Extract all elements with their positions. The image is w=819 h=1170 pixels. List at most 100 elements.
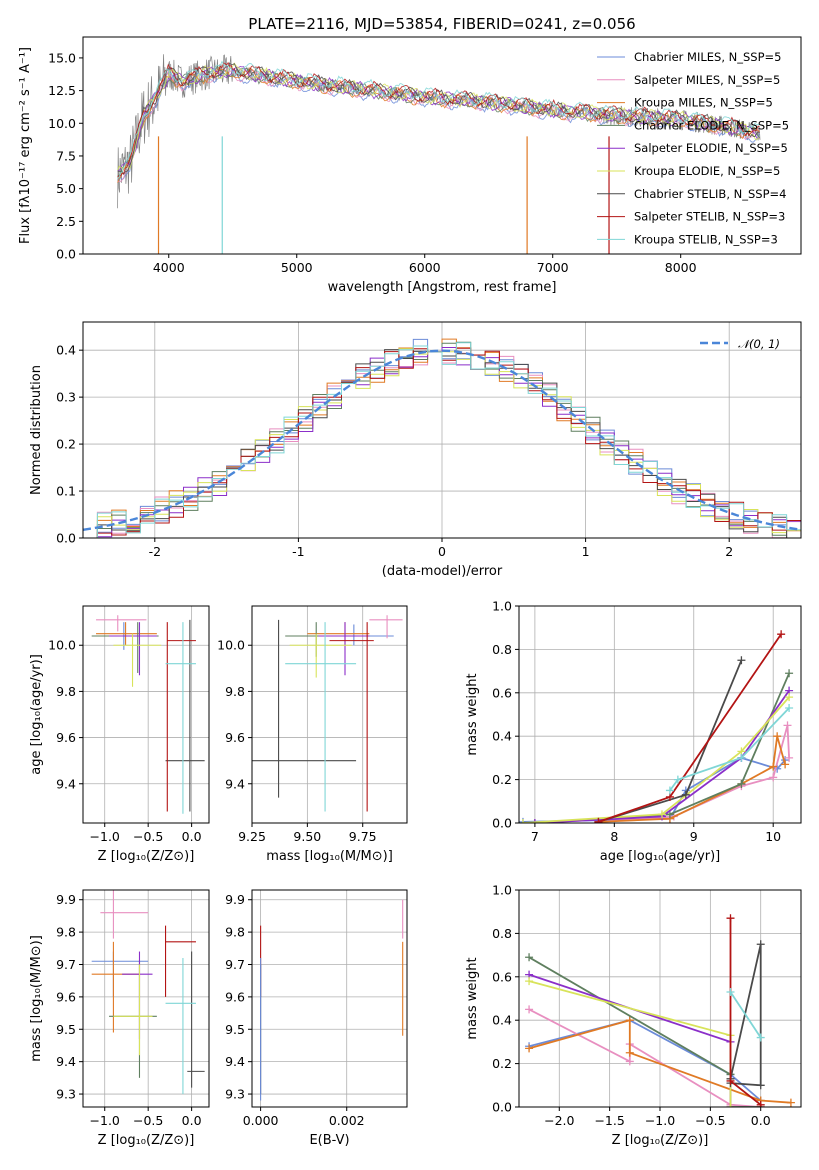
x-axis-label: age [log₁₀(age/yr)] (600, 849, 721, 864)
y-tick-label: 9.8 (225, 925, 245, 940)
y-tick-label: 9.8 (225, 684, 245, 699)
gridlines (519, 605, 801, 824)
mass-weight-marker (726, 1076, 735, 1085)
panel-age-vs-Z: −1.0 −0.5 0.0 9.4 9.6 9.8 10.0 Z [log₁₀(Z/Z⊙)] a… (29, 605, 210, 864)
x-tick-label: −0.5 (133, 1113, 163, 1128)
axes-frame (251, 889, 408, 1108)
gridlines (519, 889, 801, 1108)
y-tick-label: 9.9 (56, 892, 76, 907)
errorbar-point (165, 619, 205, 812)
errorbar-point (318, 624, 394, 646)
y-tick-label: 9.6 (56, 989, 76, 1004)
x-axis-label: Z [log₁₀(Z/Z⊙)] (612, 1133, 709, 1148)
y-tick-label: 9.8 (56, 684, 76, 699)
x-tick-label: 10 (765, 829, 781, 844)
y-tick-label: 9.3 (56, 1087, 76, 1102)
x-tick-label: 0.000 (243, 1113, 279, 1128)
mass-weight-marker (673, 775, 682, 784)
mass-weight-marker (681, 790, 690, 799)
x-tick-label: 0.0 (751, 1113, 771, 1128)
y-tick-label: 1.0 (492, 883, 512, 898)
y-tick-label: 9.3 (225, 1087, 245, 1102)
axes-frame (518, 605, 802, 824)
y-tick-label: 9.5 (56, 1022, 76, 1037)
model-spectrum-7 (117, 61, 760, 178)
mass-weight-marker (769, 773, 778, 782)
x-tick-label: −2.0 (544, 1113, 574, 1128)
y-tick-label: 9.4 (56, 1054, 76, 1069)
y-tick-label: 9.4 (56, 776, 76, 791)
panel-spectrum: 4000 5000 6000 7000 8000 0.0 2.5 5.0 7.5 10.0 12.5… (18, 15, 802, 295)
y-tick-label: 0.0 (56, 531, 76, 546)
y-axis-label: Flux [fλ10⁻¹⁷ erg cm⁻² s⁻¹ A⁻¹] (18, 47, 33, 244)
y-tick-label: 9.4 (225, 776, 245, 791)
mass-weight-marker (525, 1044, 534, 1053)
mass-weight-marker (785, 693, 794, 702)
x-tick-label: -2 (149, 544, 161, 559)
plot-area (91, 890, 205, 1095)
plot-area (525, 914, 795, 1107)
panel-massweight-vs-Z: −2.0 −1.5 −1.0 −0.5 0.0 0.0 0.2 0.4 0.6 0.8 1.0 Z [… (465, 883, 802, 1148)
mass-weight-line (522, 696, 790, 823)
errorbar-point (166, 622, 196, 812)
errorbar-point (96, 615, 147, 632)
mass-weight-marker (756, 940, 765, 949)
x-tick-label: 9 (690, 829, 698, 844)
plot-area (519, 630, 794, 823)
errorbar-point (329, 622, 374, 812)
y-tick-label: 15.0 (48, 50, 76, 65)
y-tick-label: 0.1 (56, 484, 76, 499)
y-tick-label: 1.0 (492, 599, 512, 614)
y-tick-label: 0.2 (492, 1056, 512, 1071)
legend-label: Salpeter MILES, N_SSP=5 (634, 73, 780, 87)
y-tick-label: 9.6 (225, 730, 245, 745)
residual-histogram-4 (83, 347, 801, 538)
plot-area (117, 54, 761, 254)
axes-frame (82, 321, 802, 539)
mass-weight-marker (785, 703, 794, 712)
ticks: −1.0 −0.5 0.0 9.3 9.4 9.5 9.6 9.7 9.8 9.9 (56, 892, 201, 1128)
legend-label: Kroupa STELIB, N_SSP=3 (634, 232, 778, 246)
mass-weight-marker (777, 630, 786, 639)
x-tick-label: 7000 (537, 260, 569, 275)
y-axis-label: mass [log₁₀(M/M⊙)] (29, 935, 44, 1062)
y-tick-label: 9.8 (56, 925, 76, 940)
y-tick-label: 0.0 (492, 1100, 512, 1115)
y-tick-label: 0.4 (56, 343, 76, 358)
y-tick-label: 0.2 (56, 437, 76, 452)
errorbar-point (369, 615, 403, 639)
mass-weight-marker (525, 953, 534, 962)
errorbar-point (96, 622, 157, 646)
mass-weight-marker (773, 732, 782, 741)
gridlines (251, 606, 407, 823)
y-tick-label: 0.0 (56, 247, 76, 262)
x-tick-label: 2 (725, 544, 733, 559)
y-tick-label: 10.0 (217, 638, 245, 653)
panel-massweight-vs-age: 7 8 9 10 0.0 0.2 0.4 0.6 0.8 1.0 age [log₁₀(age/yr… (465, 599, 802, 864)
gridlines (252, 890, 407, 1107)
mass-weight-marker (737, 656, 746, 665)
model-spectrum-5 (117, 62, 760, 171)
x-tick-label: 4000 (153, 260, 185, 275)
x-tick-label: 7 (531, 829, 539, 844)
x-tick-label: 1 (582, 544, 590, 559)
y-tick-label: 0.8 (492, 926, 512, 941)
x-tick-label: −1.5 (594, 1113, 624, 1128)
panel-mass-vs-EBV: 0.000 0.002 9.3 9.4 9.5 9.6 9.7 9.8 9.9 E(B-V) (225, 889, 408, 1148)
x-tick-label: 6000 (409, 260, 441, 275)
y-tick-label: 12.5 (48, 83, 76, 98)
y-tick-label: 0.4 (492, 1013, 512, 1028)
x-tick-label: 9.25 (238, 829, 266, 844)
errorbar-point (165, 622, 196, 814)
model-spectrum-8 (117, 60, 760, 179)
mass-weight-marker (625, 1016, 634, 1025)
x-axis-label: E(B-V) (309, 1133, 349, 1148)
x-axis-label: (data-model)/error (382, 564, 503, 579)
y-tick-label: 0.6 (492, 685, 512, 700)
x-tick-label: 0.002 (329, 1113, 365, 1128)
model-spectrum-3 (117, 65, 760, 177)
y-tick-label: 5.0 (56, 181, 76, 196)
mass-weight-line (669, 707, 790, 792)
legend-label: Chabrier MILES, N_SSP=5 (634, 50, 781, 64)
